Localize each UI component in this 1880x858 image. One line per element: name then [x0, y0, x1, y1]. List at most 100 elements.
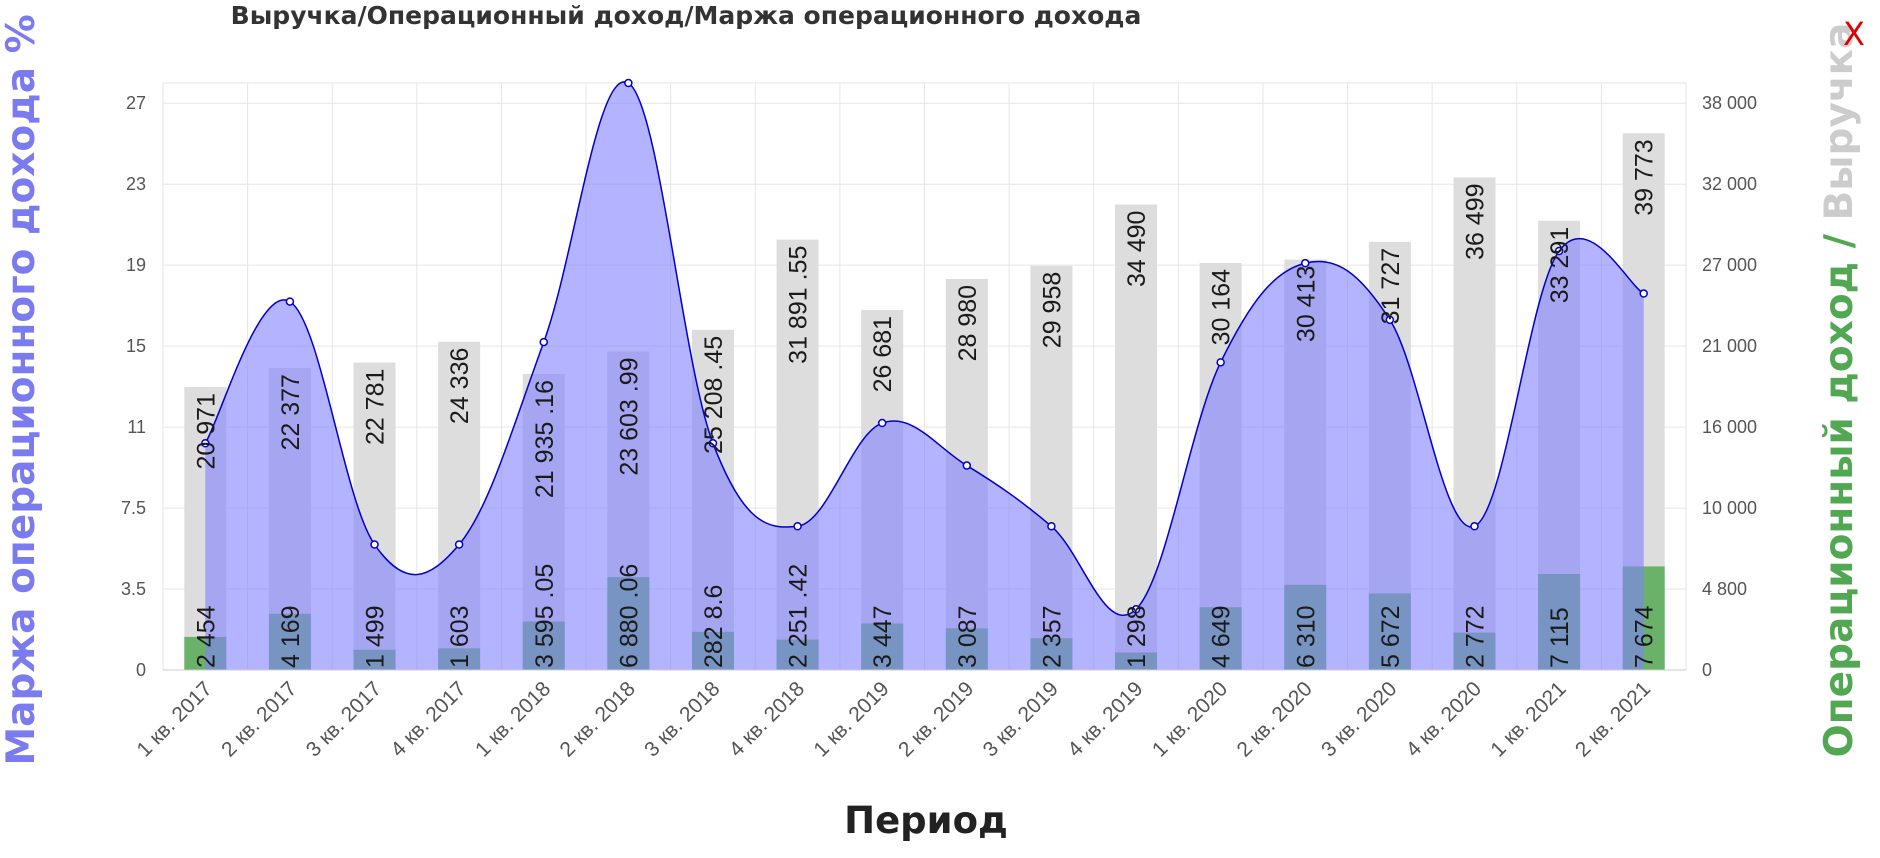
left-tick-label: 0: [136, 660, 146, 680]
right-tick-label: 4 800: [1702, 579, 1747, 599]
revenue-label: 31 891 .55: [785, 246, 813, 364]
operating-income-labels: 2 454 4 169 1 499 1 603 3 595 .05 6 880 .06 28…: [192, 564, 1658, 668]
right-tick-label: 16 000: [1702, 417, 1757, 437]
margin-point: [1216, 358, 1225, 367]
margin-line: [204, 81, 1645, 617]
operating-income-label: 1 499: [362, 605, 390, 668]
margin-point: [539, 337, 548, 347]
operating-income-label: 4 649: [1208, 605, 1236, 668]
revenue-label: 20 971: [192, 393, 220, 469]
revenue-label: 23 603 .99: [615, 357, 643, 475]
margin-series: [204, 81, 1645, 671]
revenue-label: 30 413: [1292, 266, 1320, 342]
x-axis-ticks: 1 кв. 2017 2 кв. 2017 3 кв. 2017 4 кв. 2017…: [133, 677, 1656, 761]
margin-point: [1047, 522, 1056, 531]
left-tick-label: 23: [126, 174, 146, 194]
right-tick-label: 27 000: [1702, 255, 1757, 275]
x-tick-label: 2 кв. 2020: [1232, 677, 1316, 761]
operating-income-label: 7 674: [1631, 605, 1659, 668]
operating-income-label: 2 772: [1461, 605, 1489, 668]
right-axis-title: Операционный доход / Выручка: [1817, 23, 1862, 758]
x-tick-label: 4 кв. 2020: [1402, 677, 1486, 761]
operating-income-label: 6 310: [1292, 605, 1320, 668]
left-tick-label: 19: [126, 255, 146, 275]
chart-title: Выручка/Операционный доход/Маржа операци…: [231, 1, 1142, 30]
x-tick-label: 1 кв. 2020: [1148, 677, 1232, 761]
x-tick-label: 4 кв. 2018: [725, 677, 809, 761]
right-tick-label: 38 000: [1702, 93, 1757, 113]
x-tick-label: 1 кв. 2019: [809, 677, 893, 761]
left-axis-title: Маржа операционного дохода %: [0, 14, 44, 765]
operating-income-label: 2 454: [192, 605, 220, 668]
right-tick-label: 32 000: [1702, 174, 1757, 194]
operating-income-label: 5 672: [1377, 605, 1405, 668]
margin-point: [1554, 246, 1564, 256]
left-axis-ticks: 0 3.5 7.5 11 15 19 23 27: [121, 93, 146, 680]
margin-point: [1301, 258, 1310, 268]
operating-income-label: 7 115: [1546, 607, 1574, 668]
right-axis-title-part2: Выручка: [1817, 23, 1862, 221]
operating-income-label: 3 447: [869, 605, 897, 668]
left-tick-label: 11: [127, 417, 146, 437]
right-tick-label: 10 000: [1702, 498, 1757, 518]
x-tick-label: 1 кв. 2017: [133, 677, 217, 761]
margin-point: [1131, 605, 1141, 614]
operating-income-label: 3 595 .05: [531, 564, 559, 668]
margin-point: [370, 540, 379, 549]
x-tick-label: 1 кв. 2021: [1486, 677, 1570, 761]
operating-income-label: 1 603: [446, 605, 474, 668]
revenue-label: 29 958: [1038, 272, 1066, 348]
x-tick-label: 3 кв. 2017: [302, 677, 386, 761]
revenue-label: 34 490: [1123, 211, 1151, 287]
margin-point: [962, 461, 972, 470]
x-tick-label: 2 кв. 2019: [894, 677, 978, 761]
right-axis-title-part1: Операционный доход /: [1817, 233, 1862, 757]
x-tick-label: 2 кв. 2017: [217, 677, 301, 761]
operating-income-label: 6 880 .06: [615, 564, 643, 668]
right-tick-label: 21 000: [1702, 336, 1757, 356]
revenue-label: 26 681: [869, 316, 897, 392]
margin-point: [877, 418, 887, 428]
left-tick-label: 15: [126, 336, 146, 356]
operating-income-label: 282 8.6: [700, 585, 728, 668]
margin-point: [624, 78, 633, 88]
x-tick-label: 2 кв. 2021: [1571, 677, 1655, 761]
operating-income-label: 1 298: [1123, 605, 1151, 668]
margin-point: [1385, 315, 1395, 325]
margin-point: [793, 522, 802, 531]
close-button[interactable]: X: [1843, 15, 1865, 53]
margin-point: [1470, 522, 1479, 531]
x-tick-label: 4 кв. 2017: [386, 677, 470, 761]
margin-point: [201, 439, 210, 448]
margin-point: [454, 540, 464, 549]
revenue-label: 33 291: [1546, 227, 1574, 303]
revenue-label: 21 935 .16: [531, 380, 559, 498]
revenue-label: 39 773: [1631, 139, 1659, 215]
x-tick-label: 2 кв. 2018: [556, 677, 640, 761]
revenue-label: 25 208 .45: [700, 336, 728, 454]
margin-point: [1639, 289, 1648, 298]
x-tick-label: 3 кв. 2018: [640, 677, 724, 761]
operating-income-label: 4 169: [277, 605, 305, 668]
revenue-label: 31 727: [1377, 248, 1405, 324]
margin-area: [205, 81, 1644, 671]
operating-income-label: 2 357: [1038, 605, 1066, 668]
left-tick-label: 3.5: [121, 579, 146, 599]
revenue-label: 24 336: [446, 348, 474, 424]
revenue-label: 36 499: [1461, 183, 1489, 259]
x-tick-label: 4 кв. 2019: [1063, 677, 1147, 761]
revenue-label: 22 781: [362, 369, 390, 445]
revenue-label: 30 164: [1208, 269, 1236, 346]
revenue-label: 22 377: [277, 374, 305, 450]
left-tick-label: 27: [126, 93, 146, 113]
x-tick-label: 3 кв. 2019: [979, 677, 1063, 761]
operating-income-label: 3 087: [954, 605, 982, 668]
left-tick-label: 7.5: [121, 498, 146, 518]
x-tick-label: 1 кв. 2018: [471, 677, 555, 761]
revenue-labels: 20 971 22 377 22 781 24 336 21 935 .16 23 603…: [192, 139, 1658, 498]
margin-points: [201, 78, 1648, 614]
right-tick-label: 0: [1702, 660, 1712, 680]
x-axis-title: Период: [844, 799, 1008, 842]
margin-point: [285, 297, 295, 306]
